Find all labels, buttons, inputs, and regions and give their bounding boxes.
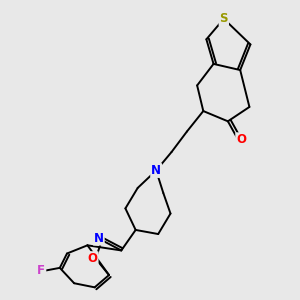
Text: N: N — [94, 232, 104, 244]
Text: N: N — [151, 164, 161, 177]
Text: F: F — [38, 264, 45, 278]
Text: O: O — [88, 252, 98, 265]
Text: S: S — [220, 12, 228, 25]
Text: O: O — [236, 133, 246, 146]
